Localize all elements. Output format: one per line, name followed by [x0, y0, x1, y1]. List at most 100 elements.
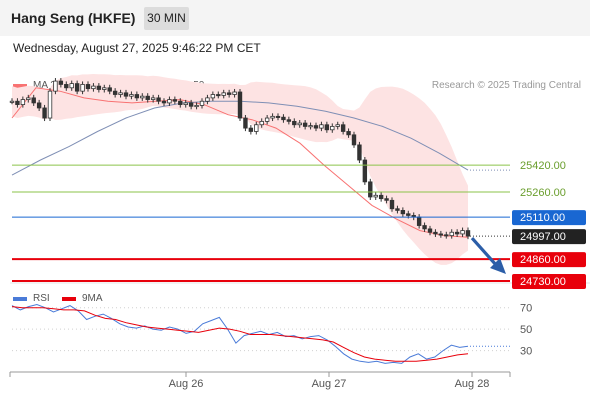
candle-body — [194, 105, 199, 108]
candle-body — [324, 124, 330, 131]
candle-body — [20, 99, 26, 105]
candle-body — [150, 97, 156, 100]
candle-body — [438, 233, 444, 236]
candle-body — [449, 231, 454, 237]
candle-body — [102, 87, 107, 90]
candle-body — [335, 124, 340, 127]
candle-body — [199, 100, 205, 106]
candle-body — [123, 92, 129, 97]
candle-body — [297, 122, 302, 126]
candle-body — [362, 159, 368, 183]
candle-body — [85, 84, 91, 90]
timeframe-button[interactable]: 30 MIN — [144, 7, 189, 30]
candle-body — [465, 230, 471, 237]
candle-body — [26, 97, 31, 100]
candle-body — [237, 91, 243, 119]
rsi-swatch — [13, 296, 27, 301]
candle-body — [96, 85, 102, 90]
pivot-tag — [512, 210, 586, 226]
candle-body — [226, 92, 232, 95]
forecast-arrow-shaft — [470, 237, 499, 268]
candle-body — [454, 231, 460, 235]
candle-body — [416, 216, 422, 226]
rsi-ma-swatch — [62, 296, 76, 301]
legend-rsi-ma: 9MA — [62, 293, 103, 304]
resistance-label: 25420.00 — [520, 160, 566, 172]
candle-body — [389, 199, 395, 210]
candle-body — [140, 95, 145, 99]
candle-body — [460, 230, 465, 235]
instrument-title: Hang Seng (HKFE) — [11, 10, 136, 26]
candle-body — [118, 92, 123, 95]
candle-body — [188, 102, 194, 107]
x-tick-label: Aug 26 — [169, 378, 204, 390]
candle-body — [58, 80, 64, 85]
rsi-tick-label: 30 — [520, 346, 532, 358]
candle-body — [270, 115, 275, 119]
legend-rsi-ma-label: 9MA — [82, 293, 103, 304]
candle-body — [275, 115, 281, 118]
candle-body — [74, 83, 80, 92]
candle-body — [112, 90, 118, 95]
credit-text: Research © 2025 Trading Central — [431, 80, 581, 91]
resistance-label: 25260.00 — [520, 187, 566, 199]
candle-body — [232, 91, 237, 95]
candle-body — [248, 127, 254, 132]
candle-body — [330, 126, 335, 131]
candle-body — [15, 100, 20, 105]
candle-body — [205, 97, 210, 102]
candle-body — [259, 120, 264, 126]
candle-body — [216, 94, 221, 97]
candle-body — [286, 119, 292, 122]
legend-rsi-label: RSI — [33, 293, 50, 304]
forecast-arrow-head — [490, 258, 506, 274]
candle-body — [422, 225, 427, 230]
candle-body — [351, 134, 357, 146]
candle-body — [254, 124, 259, 132]
candle-body — [91, 85, 96, 90]
candle-body — [373, 194, 378, 198]
candle-body — [308, 125, 313, 128]
candle-body — [378, 194, 384, 200]
timestamp: Wednesday, August 27, 2025 9:46:22 PM CE… — [13, 41, 261, 55]
candle-body — [36, 102, 42, 109]
candle-body — [313, 125, 319, 129]
x-tick-label: Aug 27 — [312, 378, 347, 390]
candle-body — [368, 181, 373, 198]
support-label: 24860.00 — [520, 254, 566, 266]
candle-body — [210, 94, 216, 99]
support-tag — [512, 273, 586, 289]
candle-body — [53, 80, 58, 92]
rsi-line — [11, 303, 469, 364]
candle-body — [319, 124, 324, 129]
candle-body — [107, 87, 112, 92]
candle-body — [427, 228, 433, 233]
support-label: 24730.00 — [520, 276, 566, 288]
last-price-tag — [512, 229, 586, 245]
candle-body — [9, 100, 15, 103]
candle-body — [444, 234, 449, 237]
candle-body — [129, 94, 134, 97]
rsi-ma-line — [11, 306, 469, 362]
candle-body — [384, 198, 389, 201]
candle-body — [69, 83, 74, 89]
candle-body — [167, 99, 172, 104]
legend-rsi: RSI — [13, 293, 50, 304]
candle-body — [145, 95, 150, 100]
candle-body — [346, 131, 351, 136]
candle-body — [47, 90, 53, 119]
candle-body — [156, 97, 161, 102]
rsi-tick-label: 70 — [520, 303, 532, 315]
candle-body — [161, 100, 167, 104]
candle-body — [31, 97, 36, 104]
candle-body — [243, 117, 248, 129]
ma20-swatch — [13, 83, 27, 88]
candle-body — [400, 210, 406, 215]
last-price-label: 24997.00 — [520, 231, 566, 243]
candle-body — [221, 92, 226, 96]
candle-body — [178, 100, 183, 105]
candle-body — [292, 120, 297, 126]
candle-body — [302, 122, 308, 127]
candle-body — [64, 84, 69, 89]
